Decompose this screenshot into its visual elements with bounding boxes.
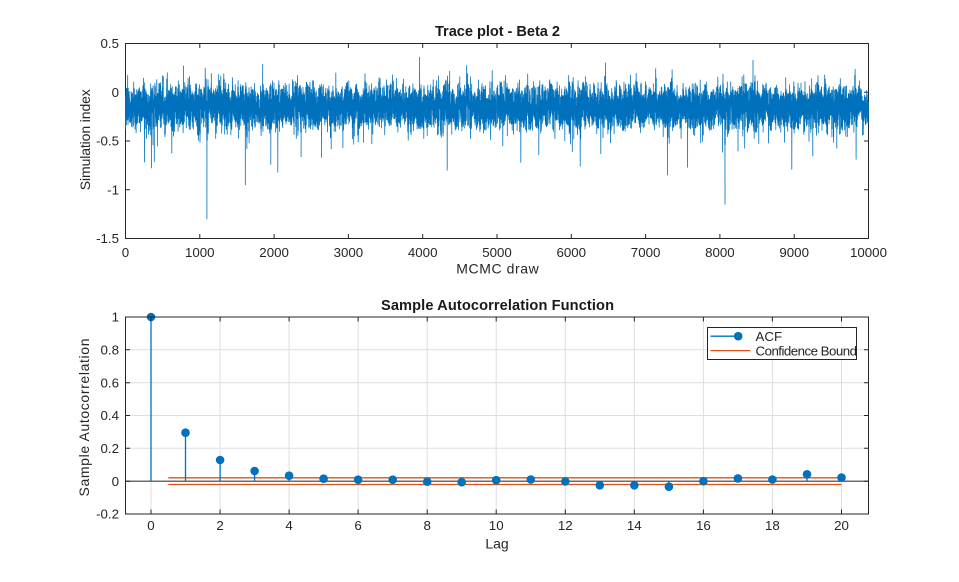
svg-text:1000: 1000 [185,245,215,260]
svg-text:-0.5: -0.5 [96,134,119,149]
svg-text:-0.2: -0.2 [96,507,119,522]
svg-text:5000: 5000 [482,245,512,260]
svg-text:0.6: 0.6 [101,375,120,390]
svg-text:2000: 2000 [259,245,289,260]
svg-text:0.8: 0.8 [101,343,120,358]
svg-text:8: 8 [423,518,430,533]
svg-text:2: 2 [216,518,223,533]
svg-text:0.2: 0.2 [101,441,120,456]
svg-text:20: 20 [834,518,849,533]
svg-text:0: 0 [112,85,119,100]
svg-text:0.4: 0.4 [101,408,120,423]
svg-text:Simulation index: Simulation index [77,89,93,190]
svg-text:ACF: ACF [756,329,783,344]
svg-text:10: 10 [489,518,504,533]
svg-text:6: 6 [354,518,361,533]
svg-text:4: 4 [285,518,292,533]
svg-text:10000: 10000 [850,245,887,260]
svg-text:18: 18 [765,518,780,533]
svg-text:0.5: 0.5 [101,36,120,51]
svg-text:Sample Autocorrelation Functio: Sample Autocorrelation Function [381,298,614,314]
svg-text:9000: 9000 [779,245,809,260]
svg-text:16: 16 [696,518,711,533]
svg-text:0: 0 [122,245,129,260]
svg-text:7000: 7000 [631,245,661,260]
svg-text:0: 0 [147,518,154,533]
svg-text:Lag: Lag [485,535,508,551]
svg-text:MCMC draw: MCMC draw [456,260,539,276]
svg-text:4000: 4000 [408,245,438,260]
svg-text:8000: 8000 [705,245,735,260]
svg-text:-1: -1 [107,182,119,197]
svg-text:6000: 6000 [557,245,587,260]
svg-text:Confidence Bound: Confidence Bound [756,343,858,358]
svg-text:Sample Autocorrelation: Sample Autocorrelation [76,339,92,497]
svg-text:1: 1 [112,310,119,325]
svg-text:12: 12 [558,518,573,533]
svg-text:14: 14 [627,518,642,533]
svg-text:Trace plot - Beta 2: Trace plot - Beta 2 [435,24,560,40]
svg-text:3000: 3000 [334,245,364,260]
svg-text:0: 0 [112,474,119,489]
svg-text:-1.5: -1.5 [96,231,119,246]
